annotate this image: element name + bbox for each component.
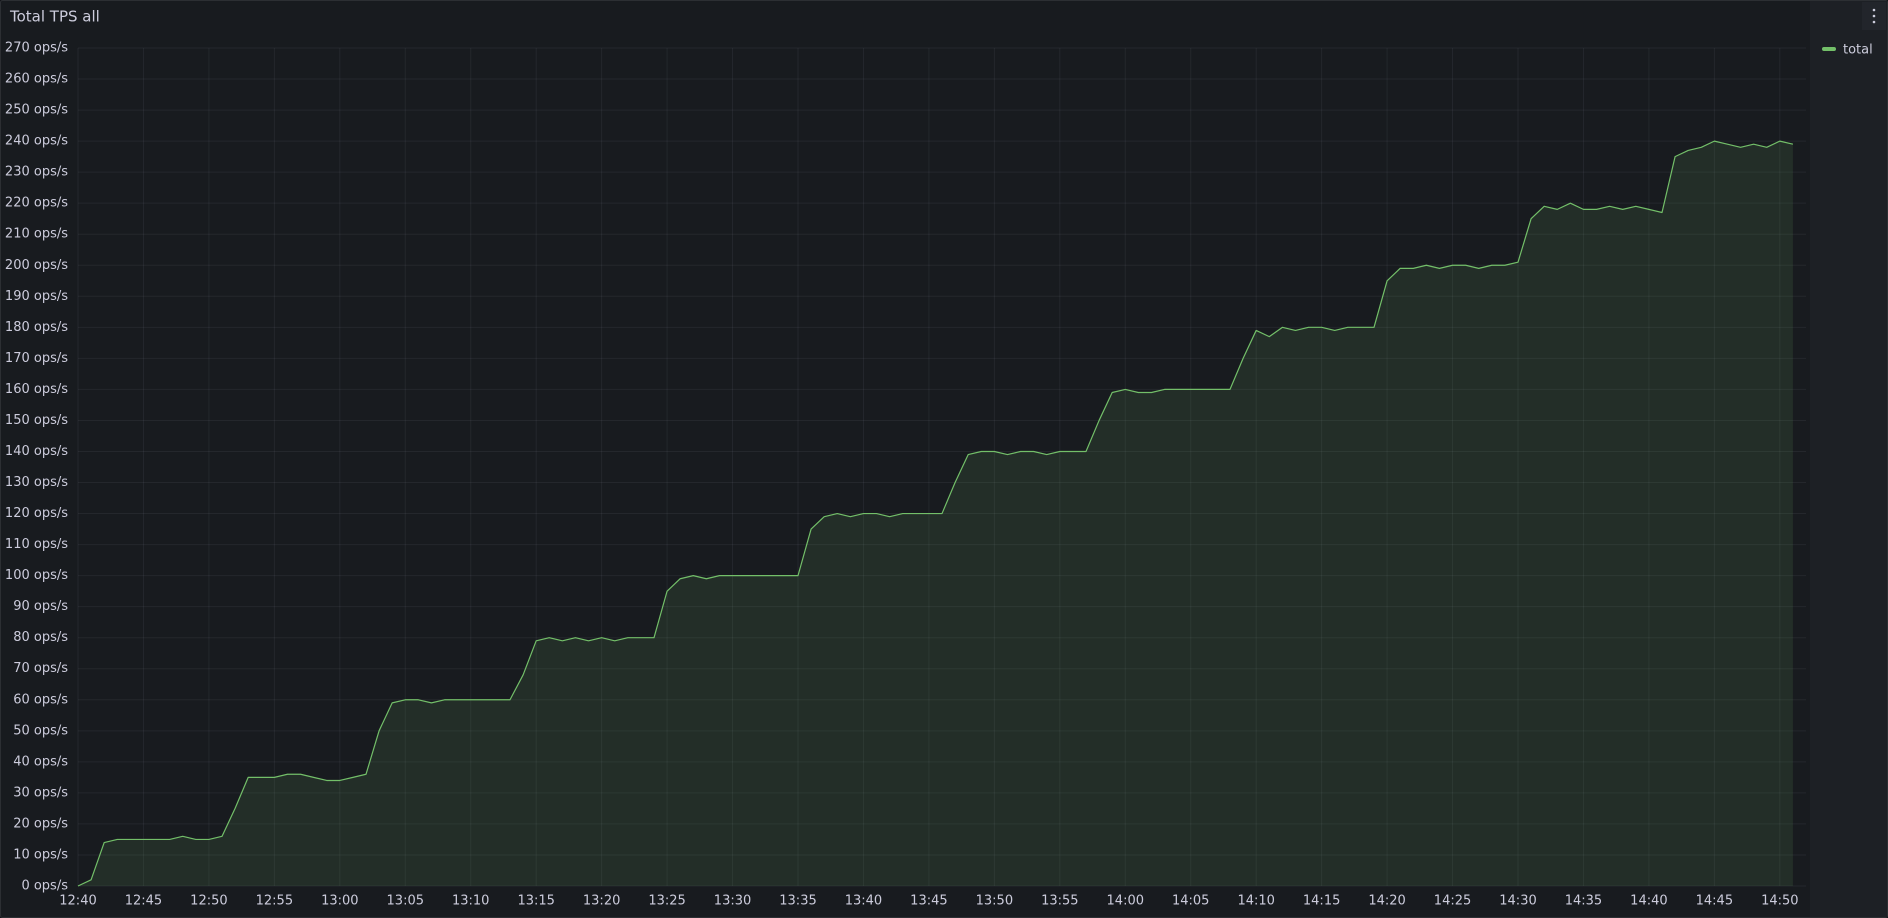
y-tick-label: 70 ops/s	[13, 661, 68, 676]
y-tick-label: 40 ops/s	[13, 754, 68, 769]
x-tick-label: 14:35	[1565, 894, 1602, 909]
y-tick-label: 190 ops/s	[5, 289, 68, 304]
y-tick-label: 180 ops/s	[5, 320, 68, 335]
y-tick-label: 200 ops/s	[5, 258, 68, 273]
y-tick-label: 120 ops/s	[5, 506, 68, 521]
x-tick-label: 14:25	[1434, 894, 1471, 909]
legend[interactable]: total	[1822, 43, 1873, 58]
x-tick-label: 14:50	[1761, 894, 1798, 909]
x-tick-label: 13:30	[714, 894, 751, 909]
y-tick-label: 60 ops/s	[13, 692, 68, 707]
x-tick-label: 13:00	[321, 894, 358, 909]
y-tick-label: 90 ops/s	[13, 599, 68, 614]
y-tick-label: 160 ops/s	[5, 382, 68, 397]
panel-menu[interactable]	[1862, 2, 1886, 30]
x-tick-label: 13:10	[452, 894, 489, 909]
x-tick-label: 13:50	[976, 894, 1013, 909]
y-tick-label: 150 ops/s	[5, 413, 68, 428]
y-tick-label: 50 ops/s	[13, 723, 68, 738]
y-tick-label: 100 ops/s	[5, 568, 68, 583]
y-tick-label: 220 ops/s	[5, 196, 68, 211]
x-tick-label: 14:20	[1368, 894, 1405, 909]
legend-swatch	[1822, 47, 1836, 51]
x-tick-label: 13:25	[648, 894, 685, 909]
x-tick-label: 12:50	[190, 894, 227, 909]
y-tick-label: 10 ops/s	[13, 847, 68, 862]
panel-title: Total TPS all	[9, 8, 100, 26]
y-tick-label: 250 ops/s	[5, 103, 68, 118]
x-tick-label: 13:40	[845, 894, 882, 909]
x-tick-label: 12:40	[59, 894, 96, 909]
x-tick-label: 14:45	[1696, 894, 1733, 909]
legend-area	[1810, 1, 1887, 917]
menu-dot	[1872, 8, 1876, 12]
line	[77, 140, 1794, 887]
x-tick-label: 14:10	[1237, 894, 1274, 909]
x-tick-label: 12:45	[125, 894, 162, 909]
y-tick-label: 20 ops/s	[13, 816, 68, 831]
x-tick-label: 13:45	[910, 894, 947, 909]
x-tick-label: 13:55	[1041, 894, 1078, 909]
y-tick-label: 80 ops/s	[13, 630, 68, 645]
x-tick-label: 13:05	[387, 894, 424, 909]
y-tick-label: 110 ops/s	[5, 537, 68, 552]
x-tick-label: 13:35	[779, 894, 816, 909]
y-tick-label: 210 ops/s	[5, 227, 68, 242]
x-tick-label: 13:15	[517, 894, 554, 909]
x-tick-label: 14:30	[1499, 894, 1536, 909]
x-tick-label: 13:20	[583, 894, 620, 909]
y-tick-label: 230 ops/s	[5, 165, 68, 180]
menu-dot	[1872, 14, 1876, 18]
x-tick-label: 14:05	[1172, 894, 1209, 909]
y-tick-label: 30 ops/s	[13, 785, 68, 800]
y-tick-label: 140 ops/s	[5, 444, 68, 459]
x-tick-label: 12:55	[256, 894, 293, 909]
x-tick-label: 14:40	[1630, 894, 1667, 909]
y-tick-label: 240 ops/s	[5, 134, 68, 149]
y-tick-label: 270 ops/s	[5, 41, 68, 56]
y-tick-label: 0 ops/s	[21, 879, 68, 894]
x-tick-label: 14:00	[1107, 894, 1144, 909]
legend-label[interactable]: total	[1843, 43, 1873, 58]
y-tick-label: 260 ops/s	[5, 72, 68, 87]
y-tick-label: 170 ops/s	[5, 351, 68, 366]
menu-dot	[1872, 20, 1876, 24]
y-tick-label: 130 ops/s	[5, 475, 68, 490]
x-tick-label: 14:15	[1303, 894, 1340, 909]
